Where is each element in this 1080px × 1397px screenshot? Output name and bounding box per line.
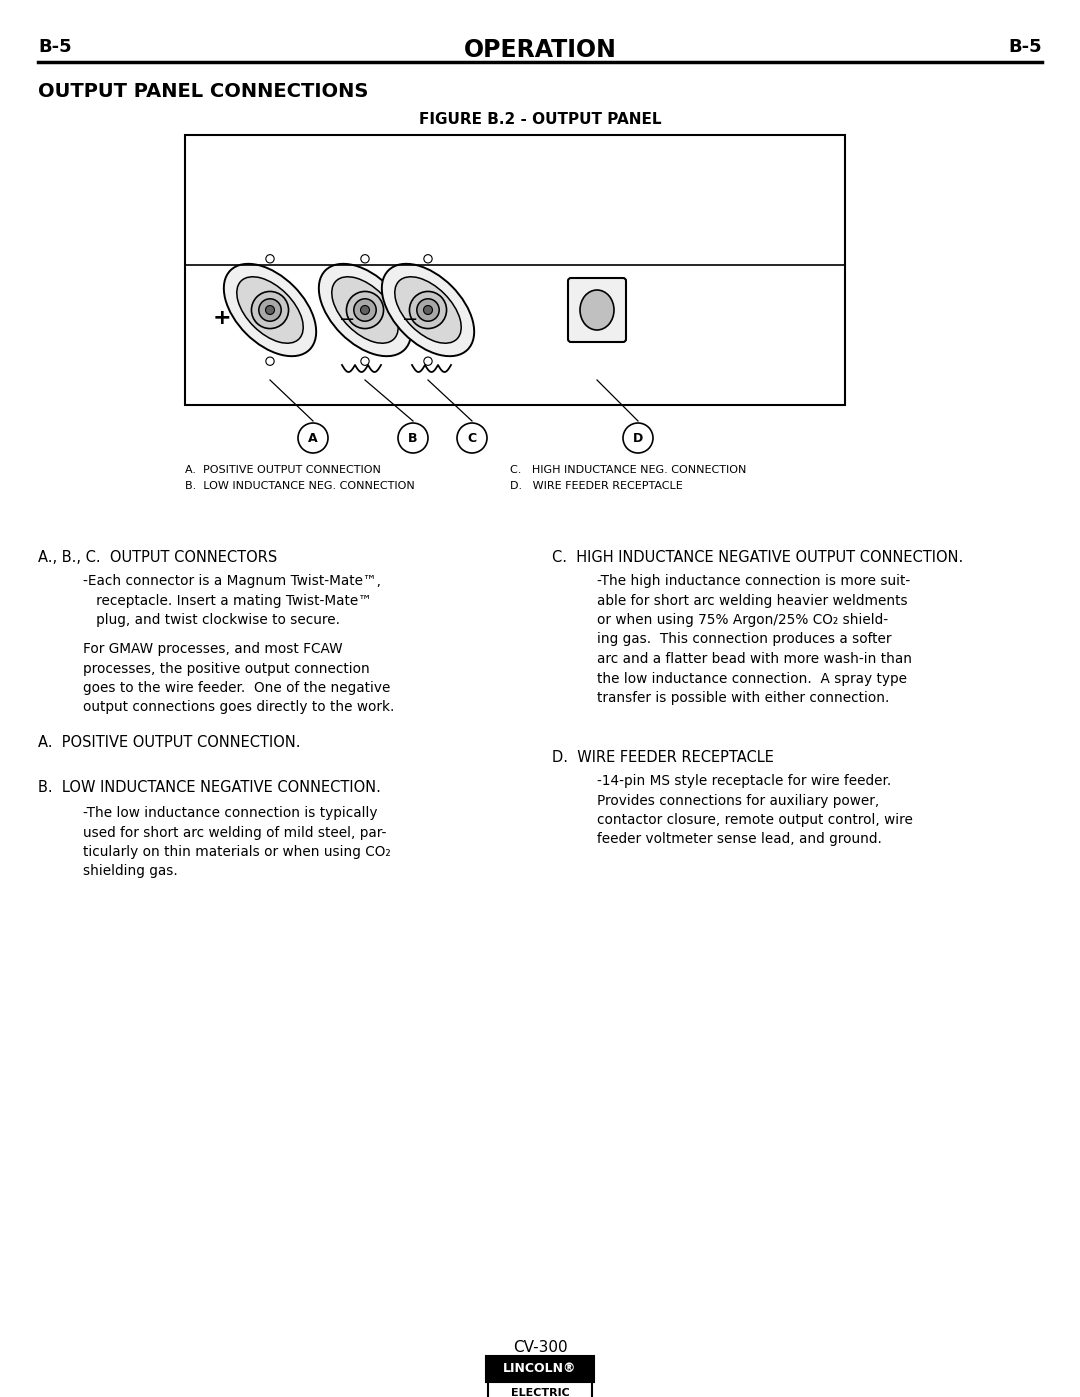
Text: C.   HIGH INDUCTANCE NEG. CONNECTION: C. HIGH INDUCTANCE NEG. CONNECTION — [510, 465, 746, 475]
Text: CV-300: CV-300 — [513, 1340, 567, 1355]
Ellipse shape — [332, 277, 399, 344]
Circle shape — [354, 299, 376, 321]
Text: −: − — [402, 310, 418, 330]
Bar — [486, 1356, 594, 1382]
Circle shape — [623, 423, 653, 453]
Circle shape — [266, 358, 274, 366]
Text: B-5: B-5 — [1009, 38, 1042, 56]
Ellipse shape — [382, 264, 474, 356]
Circle shape — [259, 299, 281, 321]
Text: A.  POSITIVE OUTPUT CONNECTION.: A. POSITIVE OUTPUT CONNECTION. — [38, 735, 300, 750]
Circle shape — [399, 423, 428, 453]
Circle shape — [252, 292, 288, 328]
Text: -Each connector is a Magnum Twist-Mate™,
   receptacle. Insert a mating Twist-Ma: -Each connector is a Magnum Twist-Mate™,… — [83, 574, 381, 627]
Circle shape — [409, 292, 446, 328]
Text: -14-pin MS style receptacle for wire feeder.
Provides connections for auxiliary : -14-pin MS style receptacle for wire fee… — [597, 774, 913, 847]
Text: A.  POSITIVE OUTPUT CONNECTION: A. POSITIVE OUTPUT CONNECTION — [185, 465, 381, 475]
Text: B-5: B-5 — [38, 38, 71, 56]
Circle shape — [423, 254, 432, 263]
Text: ELECTRIC: ELECTRIC — [511, 1389, 569, 1397]
Text: OUTPUT PANEL CONNECTIONS: OUTPUT PANEL CONNECTIONS — [38, 82, 368, 101]
Circle shape — [457, 423, 487, 453]
Text: -The high inductance connection is more suit-
able for short arc welding heavier: -The high inductance connection is more … — [597, 574, 912, 705]
Text: A: A — [308, 432, 318, 444]
Bar — [185, 136, 845, 405]
Ellipse shape — [580, 291, 615, 330]
Text: D.   WIRE FEEDER RECEPTACLE: D. WIRE FEEDER RECEPTACLE — [510, 481, 683, 490]
Bar — [488, 1382, 592, 1397]
Circle shape — [361, 306, 369, 314]
Text: +: + — [213, 307, 231, 328]
Text: −: − — [339, 310, 355, 330]
Text: A., B., C.  OUTPUT CONNECTORS: A., B., C. OUTPUT CONNECTORS — [38, 550, 278, 564]
Circle shape — [417, 299, 440, 321]
Circle shape — [361, 254, 369, 263]
Text: B.  LOW INDUCTANCE NEGATIVE CONNECTION.: B. LOW INDUCTANCE NEGATIVE CONNECTION. — [38, 780, 381, 795]
Circle shape — [266, 254, 274, 263]
FancyBboxPatch shape — [568, 278, 626, 342]
Text: LINCOLN®: LINCOLN® — [503, 1362, 577, 1376]
Text: For GMAW processes, and most FCAW
processes, the positive output connection
goes: For GMAW processes, and most FCAW proces… — [83, 643, 394, 714]
Circle shape — [347, 292, 383, 328]
Text: C.  HIGH INDUCTANCE NEGATIVE OUTPUT CONNECTION.: C. HIGH INDUCTANCE NEGATIVE OUTPUT CONNE… — [552, 550, 963, 564]
Circle shape — [423, 358, 432, 366]
Text: B: B — [408, 432, 418, 444]
Circle shape — [266, 306, 274, 314]
Circle shape — [298, 423, 328, 453]
Ellipse shape — [319, 264, 411, 356]
Text: OPERATION: OPERATION — [463, 38, 617, 61]
Ellipse shape — [224, 264, 316, 356]
Text: B.  LOW INDUCTANCE NEG. CONNECTION: B. LOW INDUCTANCE NEG. CONNECTION — [185, 481, 415, 490]
Circle shape — [361, 358, 369, 366]
Text: C: C — [468, 432, 476, 444]
Ellipse shape — [237, 277, 303, 344]
Text: D: D — [633, 432, 643, 444]
Text: D.  WIRE FEEDER RECEPTACLE: D. WIRE FEEDER RECEPTACLE — [552, 750, 774, 766]
Ellipse shape — [395, 277, 461, 344]
Text: FIGURE B.2 - OUTPUT PANEL: FIGURE B.2 - OUTPUT PANEL — [419, 112, 661, 127]
Circle shape — [423, 306, 432, 314]
Text: -The low inductance connection is typically
used for short arc welding of mild s: -The low inductance connection is typica… — [83, 806, 391, 879]
